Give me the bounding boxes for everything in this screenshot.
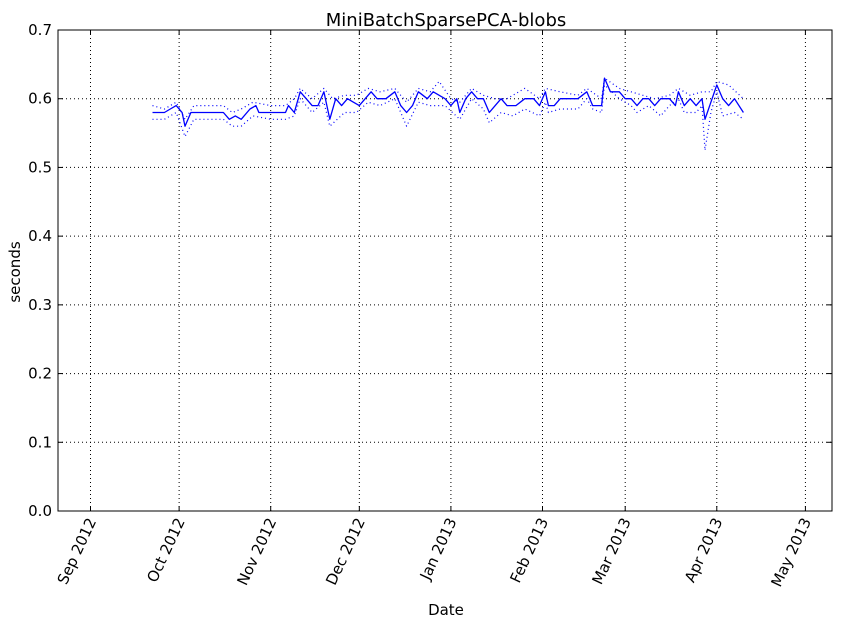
x-tick-label: Feb 2013 bbox=[506, 515, 552, 586]
series-layer bbox=[152, 77, 744, 151]
y-tick-label: 0.4 bbox=[28, 227, 52, 245]
y-axis-title: seconds bbox=[6, 241, 24, 302]
x-tick-label: Mar 2013 bbox=[588, 515, 634, 587]
y-tick-label: 0.5 bbox=[28, 158, 52, 176]
y-tick-label: 0.1 bbox=[28, 433, 52, 451]
y-tick-label: 0.7 bbox=[28, 21, 52, 39]
labels-layer: 0.0 0.1 0.2 0.3 0.4 0.5 0.6 0.7 Sep 2012 Oct 2012… bbox=[28, 21, 815, 590]
y-tick-label: 0.6 bbox=[28, 90, 52, 108]
plot-frame bbox=[57, 29, 833, 512]
x-tick-label: Dec 2012 bbox=[322, 515, 369, 588]
x-tick-label: Sep 2012 bbox=[54, 515, 100, 587]
timing-lower-dotted-line bbox=[152, 84, 744, 151]
x-tick-label: May 2013 bbox=[767, 515, 815, 590]
x-tick-label: Oct 2012 bbox=[143, 515, 188, 585]
x-axis-title: Date bbox=[428, 601, 464, 619]
x-tick-label: Apr 2013 bbox=[681, 515, 726, 585]
timing-upper-dotted-line bbox=[152, 77, 744, 120]
grid-layer bbox=[58, 29, 832, 512]
chart-title: MiniBatchSparsePCA-blobs bbox=[326, 10, 567, 31]
ticks-layer bbox=[58, 29, 832, 512]
y-tick-label: 0.3 bbox=[28, 296, 52, 314]
y-tick-label: 0.0 bbox=[28, 502, 52, 520]
x-tick-label: Jan 2013 bbox=[416, 515, 461, 583]
timing-line bbox=[152, 77, 744, 127]
x-tick-label: Nov 2012 bbox=[233, 515, 280, 588]
y-tick-label: 0.2 bbox=[28, 365, 52, 383]
